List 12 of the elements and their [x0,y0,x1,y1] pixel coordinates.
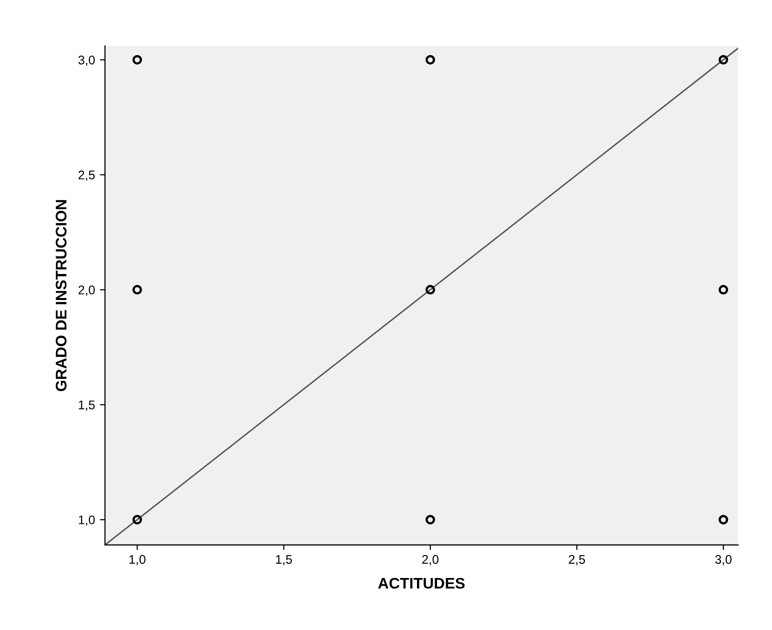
y-tick-label: 1,5 [78,400,95,411]
y-tick-label: 1,0 [78,515,95,526]
y-tick-label: 2,0 [78,286,95,296]
y-axis-title: GRADO DE INSTRUCCION [56,200,67,392]
x-tick-label: 2,5 [568,555,586,566]
x-tick-label: 3,0 [715,555,732,566]
x-tick-label: 2,0 [422,555,439,566]
x-tick-label: 1,5 [276,555,292,566]
y-tick-label: 2,5 [78,170,95,181]
y-tick-label: 3,0 [78,56,95,66]
x-axis-title: ACTITUDES [378,578,465,589]
x-tick-label: 1,0 [129,555,146,566]
